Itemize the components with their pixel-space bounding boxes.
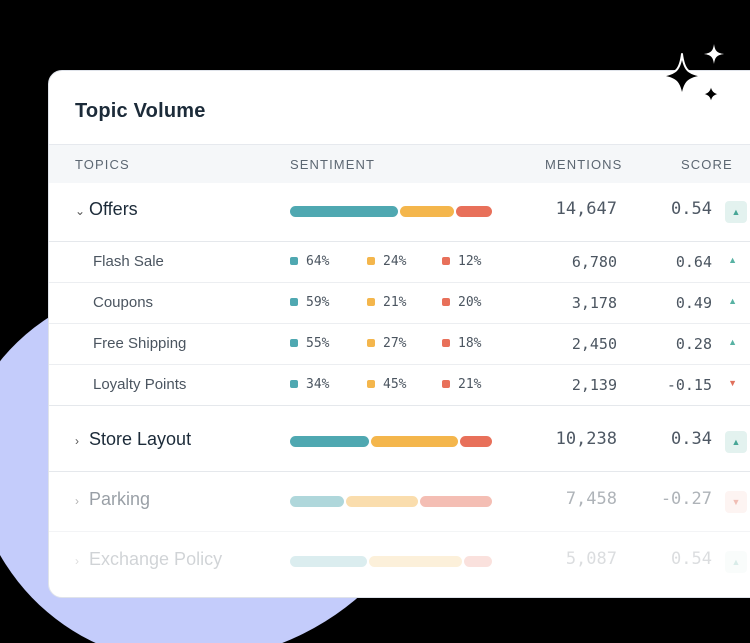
neutral-segment — [400, 206, 454, 217]
score-value: 0.54 — [671, 549, 712, 569]
trend-up-icon: ▲ — [725, 201, 747, 223]
row-name: Free Shipping — [93, 335, 187, 352]
mentions-value: 2,139 — [571, 376, 617, 394]
table-row-store-layout[interactable]: › Store Layout 10,238 0.34 ▲ — [49, 413, 750, 472]
row-name[interactable]: › Exchange Policy — [75, 549, 223, 569]
chevron-right-icon[interactable]: › — [75, 554, 79, 568]
trend-up-icon: ▲ — [728, 296, 737, 306]
score-value: 0.49 — [675, 294, 712, 312]
score-value: -0.15 — [666, 376, 712, 394]
chevron-right-icon[interactable]: › — [75, 494, 79, 508]
trend-up-icon: ▲ — [725, 551, 747, 573]
topic-volume-card: Topic Volume TOPICS SENTIMENT MENTIONS S… — [48, 70, 750, 598]
header-topics[interactable]: TOPICS — [75, 157, 130, 172]
trend-up-icon: ▲ — [728, 337, 737, 347]
table-header: TOPICS SENTIMENT MENTIONS SCORE — [49, 144, 750, 183]
negative-pct: 12% — [442, 254, 481, 269]
sentiment-bar — [290, 556, 492, 567]
positive-pct: 55% — [290, 336, 329, 351]
negative-segment — [420, 496, 492, 507]
row-name[interactable]: ⌄ Offers — [75, 199, 138, 219]
neutral-segment — [370, 436, 458, 447]
row-name[interactable]: › Parking — [75, 489, 151, 509]
mentions-value: 3,178 — [571, 294, 617, 312]
negative-pct: 21% — [442, 377, 481, 392]
table-row-free-shipping[interactable]: Free Shipping 55% 27% 18% 2,450 0.28 ▲ — [49, 324, 750, 365]
mentions-value: 14,647 — [555, 199, 617, 219]
table-row-offers[interactable]: ⌄ Offers 14,647 0.54 ▲ — [49, 183, 750, 242]
negative-segment — [463, 556, 492, 567]
positive-pct: 34% — [290, 377, 329, 392]
score-value: -0.27 — [660, 489, 712, 509]
mentions-value: 2,450 — [571, 335, 617, 353]
sentiment-bar — [290, 436, 492, 447]
card-title: Topic Volume — [75, 100, 206, 122]
sentiment-bar — [290, 206, 492, 217]
negative-segment — [459, 436, 492, 447]
score-value: 0.54 — [671, 199, 712, 219]
row-name[interactable]: › Store Layout — [75, 429, 192, 449]
chevron-down-icon[interactable]: ⌄ — [75, 204, 86, 218]
neutral-pct: 27% — [367, 336, 406, 351]
positive-segment — [290, 496, 344, 507]
score-value: 0.34 — [671, 429, 712, 449]
neutral-pct: 24% — [367, 254, 406, 269]
mentions-value: 7,458 — [565, 489, 617, 509]
neutral-segment — [346, 496, 418, 507]
positive-pct: 59% — [290, 295, 329, 310]
neutral-segment — [368, 556, 462, 567]
score-value: 0.64 — [675, 253, 712, 271]
trend-up-icon: ▲ — [725, 431, 747, 453]
table-row-coupons[interactable]: Coupons 59% 21% 20% 3,178 0.49 ▲ — [49, 283, 750, 324]
sentiment-bar — [290, 496, 492, 507]
row-name: Coupons — [93, 294, 154, 311]
sparkles-icon — [659, 44, 724, 105]
neutral-pct: 21% — [367, 295, 406, 310]
negative-pct: 20% — [442, 295, 481, 310]
neutral-pct: 45% — [367, 377, 406, 392]
header-mentions[interactable]: MENTIONS — [545, 157, 623, 172]
mentions-value: 5,087 — [565, 549, 617, 569]
table-row-parking[interactable]: › Parking 7,458 -0.27 ▼ — [49, 473, 750, 532]
positive-segment — [290, 436, 369, 447]
row-name: Flash Sale — [93, 253, 164, 270]
score-value: 0.28 — [675, 335, 712, 353]
negative-pct: 18% — [442, 336, 481, 351]
positive-pct: 64% — [290, 254, 329, 269]
positive-segment — [290, 556, 367, 567]
table-row-exchange-policy[interactable]: › Exchange Policy 5,087 0.54 ▲ — [49, 533, 750, 592]
negative-segment — [456, 206, 492, 217]
chevron-right-icon[interactable]: › — [75, 434, 79, 448]
table-row-flash-sale[interactable]: Flash Sale 64% 24% 12% 6,780 0.64 ▲ — [49, 242, 750, 283]
mentions-value: 6,780 — [571, 253, 617, 271]
header-score[interactable]: SCORE — [681, 157, 733, 172]
mentions-value: 10,238 — [555, 429, 617, 449]
table-row-loyalty-points[interactable]: Loyalty Points 34% 45% 21% 2,139 -0.15 ▼ — [49, 365, 750, 406]
header-sentiment[interactable]: SENTIMENT — [290, 157, 376, 172]
trend-up-icon: ▲ — [728, 255, 737, 265]
row-name: Loyalty Points — [93, 376, 187, 393]
trend-down-icon: ▼ — [725, 491, 747, 513]
positive-segment — [290, 206, 398, 217]
trend-down-icon: ▼ — [728, 378, 737, 388]
